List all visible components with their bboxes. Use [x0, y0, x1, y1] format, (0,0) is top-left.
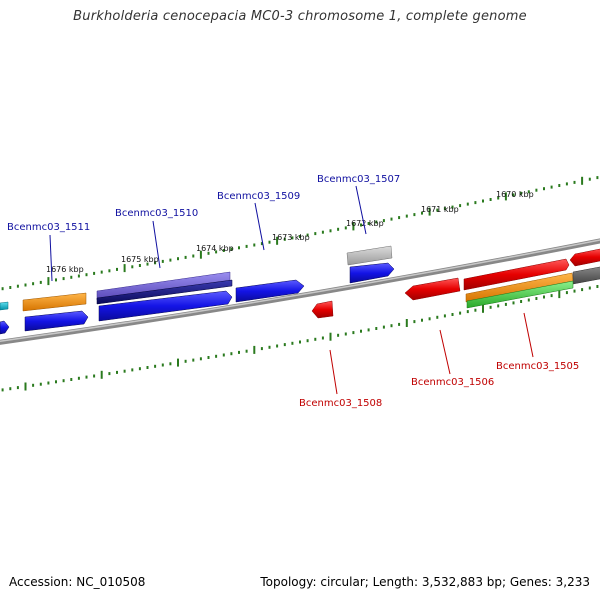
kbp-label-1676: 1676 kbp	[46, 265, 84, 274]
topology-summary: Topology: circular; Length: 3,532,883 bp…	[260, 575, 590, 589]
gene-label-1508: Bcenmc03_1508	[299, 398, 382, 409]
chromosome-backbone-highlight	[0, 239, 600, 343]
gene-red-1508	[311, 300, 334, 319]
gene-label-1510: Bcenmc03_1510	[115, 208, 198, 219]
kbp-label-1674: 1674 kbp	[196, 244, 234, 253]
kbp-label-1675: 1675 kbp	[121, 255, 159, 264]
gene-blue-1509	[235, 279, 305, 303]
gene-label-1511: Bcenmc03_1511	[7, 222, 90, 233]
gene-cyan-fragment	[0, 301, 9, 311]
kbp-label-1671: 1671 kbp	[421, 205, 459, 214]
scale-ticks-inner	[1, 285, 599, 392]
gene-red-1506	[404, 277, 461, 301]
gene-label-1505: Bcenmc03_1505	[496, 361, 579, 372]
gene-label-1509: Bcenmc03_1509	[217, 191, 300, 202]
gene-red-1505a	[463, 258, 570, 291]
kbp-label-1670: 1670 kbp	[496, 190, 534, 199]
gene-blue-left-edge	[0, 320, 10, 335]
gene-label-1506: Bcenmc03_1506	[411, 377, 494, 388]
gene-blue-1510	[98, 290, 233, 322]
gene-green-1505	[466, 280, 574, 309]
kbp-label-1673: 1673 kbp	[272, 233, 310, 242]
chromosome-backbone	[0, 238, 600, 345]
accession-text: Accession: NC_010508	[9, 575, 146, 589]
kbp-label-1672: 1672 kbp	[346, 219, 384, 228]
gene-label-1507: Bcenmc03_1507	[317, 174, 400, 185]
leader-lines-bottom	[329, 312, 534, 395]
scale-ticks-outer	[1, 176, 599, 291]
gene-orange-1511	[22, 292, 87, 312]
gene-blue-1507	[349, 262, 395, 284]
gene-red-1505b	[569, 248, 600, 267]
gene-blue-1511	[24, 310, 89, 332]
map-title: Burkholderia cenocepacia MC0-3 chromosom…	[73, 9, 527, 24]
gene-navy-1510	[96, 279, 233, 305]
leader-lines-top	[49, 185, 367, 282]
gene-dark-segment	[572, 266, 600, 285]
gene-gray-1507	[346, 245, 393, 266]
